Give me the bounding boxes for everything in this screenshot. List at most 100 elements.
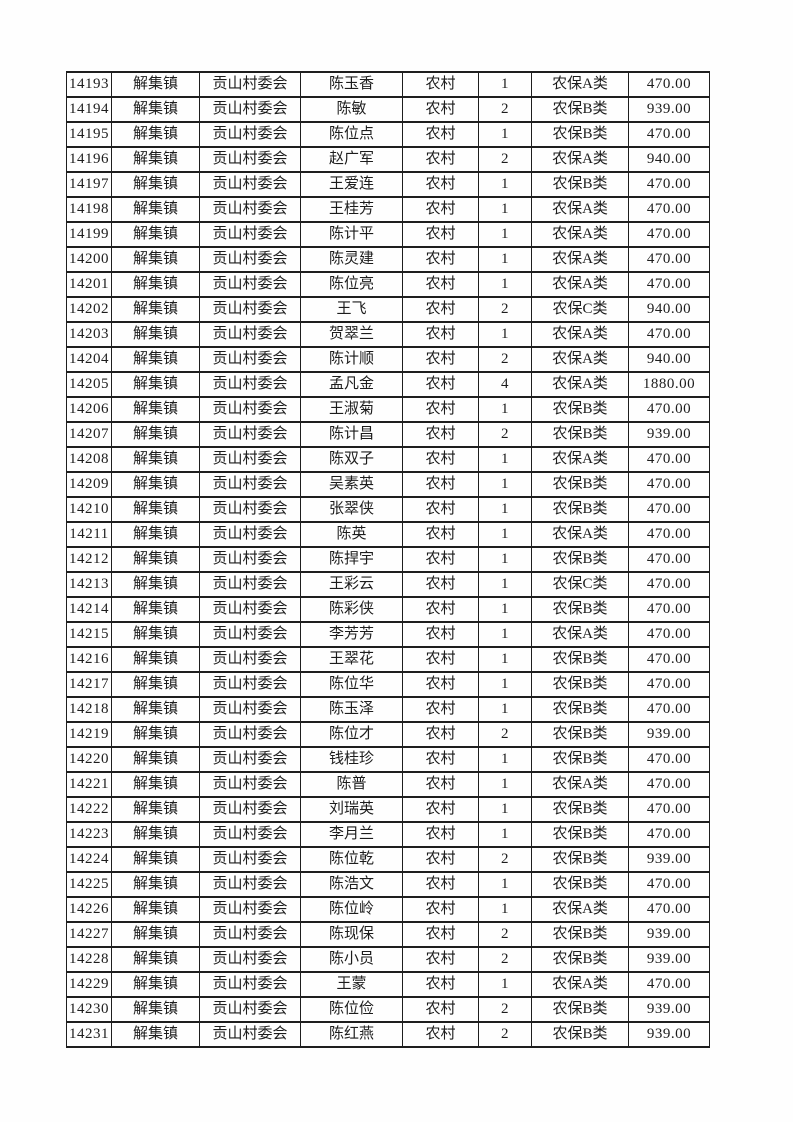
cell-residence: 农村 [402,771,479,798]
cell-name: 王翠花 [300,646,403,673]
cell-count: 1 [478,121,532,148]
table-body: 14193 解集镇 贡山村委会 陈玉香 农村 1 农保A类 470.00 14194 解集镇 贡山村… [66,71,710,1048]
cell-id: 14202 [66,296,112,323]
cell-village: 贡山村委会 [199,271,301,298]
cell-town: 解集镇 [111,496,200,523]
cell-town: 解集镇 [111,896,200,923]
cell-name: 陈普 [300,771,403,798]
cell-insurance_class: 农保A类 [531,146,629,173]
table-row: 14207 解集镇 贡山村委会 陈计昌 农村 2 农保B类 939.00 [66,421,710,448]
cell-name: 陈计顺 [300,346,403,373]
cell-name: 陈捍宇 [300,546,403,573]
cell-town: 解集镇 [111,646,200,673]
cell-count: 2 [478,296,532,323]
cell-amount: 470.00 [628,746,710,773]
cell-insurance_class: 农保B类 [531,846,629,873]
table-row: 14214 解集镇 贡山村委会 陈彩侠 农村 1 农保B类 470.00 [66,596,710,623]
cell-amount: 470.00 [628,796,710,823]
cell-residence: 农村 [402,996,479,1023]
table-row: 14205 解集镇 贡山村委会 孟凡金 农村 4 农保A类 1880.00 [66,371,710,398]
cell-town: 解集镇 [111,746,200,773]
cell-insurance_class: 农保B类 [531,671,629,698]
cell-insurance_class: 农保B类 [531,496,629,523]
cell-id: 14216 [66,646,112,673]
cell-insurance_class: 农保A类 [531,246,629,273]
cell-amount: 470.00 [628,971,710,998]
cell-id: 14196 [66,146,112,173]
cell-name: 陈灵建 [300,246,403,273]
cell-insurance_class: 农保B类 [531,96,629,123]
cell-name: 陈计平 [300,221,403,248]
cell-village: 贡山村委会 [199,696,301,723]
cell-village: 贡山村委会 [199,796,301,823]
cell-town: 解集镇 [111,771,200,798]
cell-insurance_class: 农保B类 [531,646,629,673]
cell-count: 1 [478,246,532,273]
cell-count: 1 [478,871,532,898]
cell-village: 贡山村委会 [199,721,301,748]
cell-village: 贡山村委会 [199,171,301,198]
table-row: 14201 解集镇 贡山村委会 陈位亮 农村 1 农保A类 470.00 [66,271,710,298]
cell-amount: 470.00 [628,896,710,923]
table-row: 14209 解集镇 贡山村委会 吴素英 农村 1 农保B类 470.00 [66,471,710,498]
cell-name: 陈浩文 [300,871,403,898]
cell-amount: 470.00 [628,171,710,198]
cell-id: 14215 [66,621,112,648]
cell-insurance_class: 农保B类 [531,796,629,823]
cell-amount: 470.00 [628,621,710,648]
cell-id: 14218 [66,696,112,723]
cell-amount: 939.00 [628,846,710,873]
cell-id: 14206 [66,396,112,423]
table-row: 14220 解集镇 贡山村委会 钱桂珍 农村 1 农保B类 470.00 [66,746,710,773]
cell-village: 贡山村委会 [199,846,301,873]
cell-village: 贡山村委会 [199,471,301,498]
cell-name: 陈彩侠 [300,596,403,623]
cell-amount: 470.00 [628,446,710,473]
cell-town: 解集镇 [111,471,200,498]
cell-insurance_class: 农保B类 [531,746,629,773]
cell-amount: 470.00 [628,871,710,898]
cell-residence: 农村 [402,746,479,773]
cell-town: 解集镇 [111,971,200,998]
cell-id: 14211 [66,521,112,548]
cell-residence: 农村 [402,521,479,548]
cell-residence: 农村 [402,1021,479,1048]
table-row: 14229 解集镇 贡山村委会 王蒙 农村 1 农保A类 470.00 [66,971,710,998]
cell-count: 1 [478,696,532,723]
cell-id: 14231 [66,1021,112,1048]
cell-count: 1 [478,271,532,298]
table-row: 14224 解集镇 贡山村委会 陈位乾 农村 2 农保B类 939.00 [66,846,710,873]
cell-village: 贡山村委会 [199,596,301,623]
cell-amount: 470.00 [628,271,710,298]
cell-amount: 470.00 [628,321,710,348]
cell-village: 贡山村委会 [199,671,301,698]
cell-residence: 农村 [402,646,479,673]
cell-count: 2 [478,421,532,448]
cell-id: 14219 [66,721,112,748]
cell-village: 贡山村委会 [199,221,301,248]
cell-count: 1 [478,221,532,248]
cell-insurance_class: 农保C类 [531,296,629,323]
cell-id: 14212 [66,546,112,573]
cell-residence: 农村 [402,196,479,223]
cell-id: 14203 [66,321,112,348]
cell-village: 贡山村委会 [199,121,301,148]
cell-name: 陈双子 [300,446,403,473]
cell-amount: 940.00 [628,296,710,323]
cell-village: 贡山村委会 [199,71,301,98]
cell-town: 解集镇 [111,671,200,698]
cell-count: 2 [478,1021,532,1048]
cell-name: 陈玉泽 [300,696,403,723]
cell-name: 王桂芳 [300,196,403,223]
cell-id: 14207 [66,421,112,448]
cell-town: 解集镇 [111,796,200,823]
cell-residence: 农村 [402,571,479,598]
cell-insurance_class: 农保A类 [531,221,629,248]
table-row: 14219 解集镇 贡山村委会 陈位才 农村 2 农保B类 939.00 [66,721,710,748]
cell-town: 解集镇 [111,321,200,348]
cell-town: 解集镇 [111,696,200,723]
cell-id: 14230 [66,996,112,1023]
cell-village: 贡山村委会 [199,921,301,948]
cell-id: 14197 [66,171,112,198]
cell-name: 陈位华 [300,671,403,698]
